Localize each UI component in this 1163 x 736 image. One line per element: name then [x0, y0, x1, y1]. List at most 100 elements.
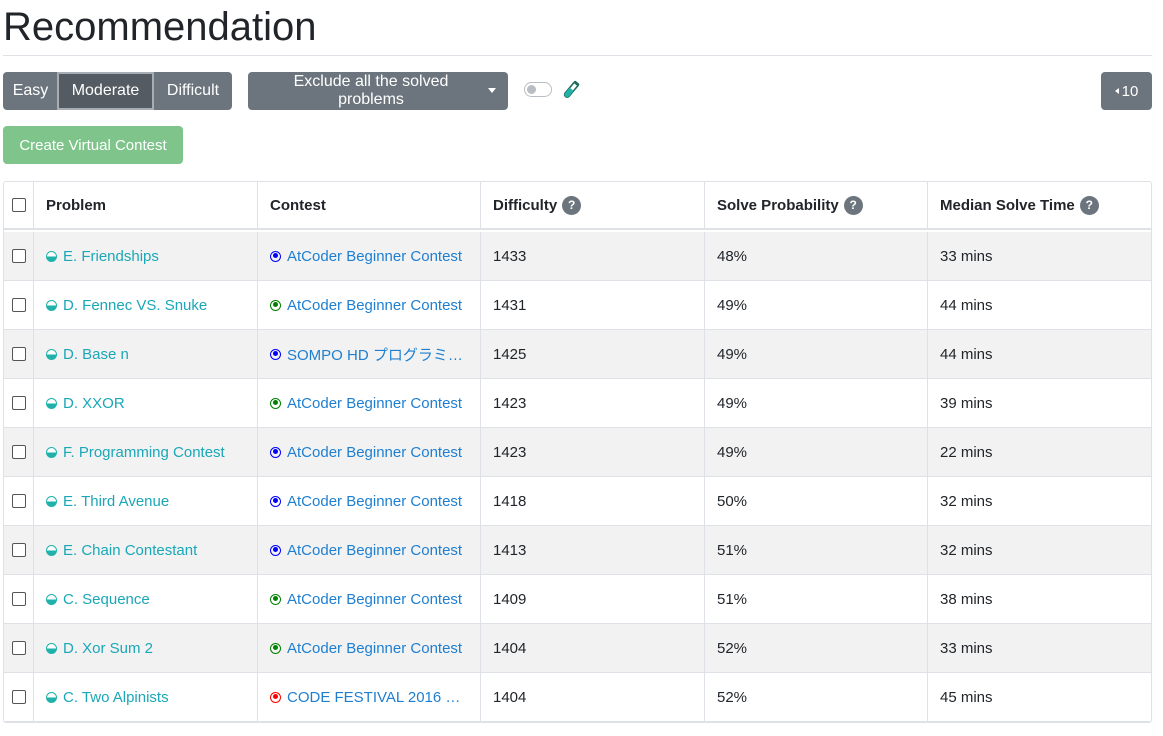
header-contest[interactable]: Contest [258, 182, 481, 228]
moderate-button[interactable]: Moderate [57, 72, 154, 110]
problem-cell: C. Sequence [34, 575, 258, 623]
median-solve-time-cell: 32 mins [940, 492, 993, 510]
contest-link[interactable]: AtCoder Beginner Contest [287, 492, 463, 510]
difficulty-cell: 1431 [481, 281, 705, 329]
row-checkbox[interactable] [11, 347, 26, 361]
contest-link[interactable]: AtCoder Beginner Contest [287, 443, 463, 461]
problem-cell: D. Xor Sum 2 [34, 624, 258, 672]
problem-link[interactable]: C. Sequence [63, 590, 150, 608]
row-select-cell [4, 428, 34, 476]
contest-cell: AtCoder Beginner Contest [258, 232, 481, 280]
flask-icon [563, 80, 580, 98]
median-solve-time-cell: 22 mins [940, 443, 993, 461]
contest-cell: SOMPO HD プログラミングコンテスト [258, 330, 481, 378]
header-median-solve-time[interactable]: Median Solve Time? [928, 182, 1151, 228]
problem-link[interactable]: F. Programming Contest [63, 443, 225, 461]
contest-link[interactable]: AtCoder Beginner Contest [287, 541, 463, 559]
problem-link[interactable]: D. XXOR [63, 394, 125, 412]
contest-link[interactable]: AtCoder Beginner Contest [287, 296, 463, 314]
contest-color-icon [270, 593, 281, 605]
row-checkbox[interactable] [11, 494, 26, 508]
difficulty-circle-icon [46, 593, 57, 605]
title-divider [3, 55, 1152, 56]
row-checkbox[interactable] [11, 690, 26, 704]
contest-color-icon [270, 642, 281, 654]
header-contest-label: Contest [270, 196, 326, 214]
problem-cell: E. Chain Contestant [34, 526, 258, 574]
header-problem-label: Problem [46, 196, 107, 214]
problem-link[interactable]: C. Two Alpinists [63, 688, 169, 706]
problem-link[interactable]: E. Third Avenue [63, 492, 170, 510]
contest-color-icon [270, 397, 281, 409]
row-checkbox[interactable] [11, 445, 26, 459]
problem-cell: D. Base n [34, 330, 258, 378]
header-problem[interactable]: Problem [34, 182, 258, 228]
contest-link[interactable]: SOMPO HD プログラミングコンテスト [287, 346, 463, 364]
row-select-cell [4, 477, 34, 525]
difficulty-circle-icon [46, 544, 57, 556]
solve-probability-cell: 49% [705, 281, 928, 329]
contest-cell: AtCoder Beginner Contest [258, 379, 481, 427]
row-checkbox[interactable] [11, 249, 26, 263]
median-solve-time-cell: 44 mins [940, 296, 993, 314]
easy-button[interactable]: Easy [3, 72, 58, 110]
problem-link[interactable]: D. Xor Sum 2 [63, 639, 154, 657]
problem-cell: E. Third Avenue [34, 477, 258, 525]
difficult-button[interactable]: Difficult [154, 72, 232, 110]
row-checkbox[interactable] [11, 641, 26, 655]
difficulty-cell: 1425 [481, 330, 705, 378]
problem-link[interactable]: D. Fennec VS. Snuke [63, 296, 208, 314]
header-median-solve-time-label: Median Solve Time [940, 196, 1075, 214]
solve-probability-cell: 49% [705, 379, 928, 427]
header-solve-probability[interactable]: Solve Probability? [705, 182, 928, 228]
row-select-cell [4, 232, 34, 280]
row-select-cell [4, 526, 34, 574]
header-solve-probability-label: Solve Probability [717, 196, 839, 214]
header-difficulty-label: Difficulty [493, 196, 558, 214]
contest-link[interactable]: AtCoder Beginner Contest [287, 639, 463, 657]
contest-link[interactable]: AtCoder Beginner Contest [287, 394, 463, 412]
create-virtual-contest-button[interactable]: Create Virtual Contest [3, 126, 183, 164]
help-icon[interactable]: ? [1079, 195, 1099, 215]
help-icon[interactable]: ? [562, 195, 582, 215]
row-select-cell [4, 281, 34, 329]
difficulty-cell: 1418 [481, 477, 705, 525]
experimental-toggle[interactable] [524, 82, 552, 97]
table-row: D. Fennec VS. Snuke AtCoder Beginner Cont… [4, 281, 1151, 330]
contest-link[interactable]: AtCoder Beginner Contest [287, 247, 463, 265]
contest-cell: CODE FESTIVAL 2016 qual [258, 673, 481, 721]
select-all-checkbox[interactable] [11, 198, 26, 212]
difficulty-cell: 1404 [481, 673, 705, 721]
contest-color-icon [270, 348, 281, 360]
contest-color-icon [270, 299, 281, 311]
solve-probability-cell: 49% [705, 428, 928, 476]
row-checkbox[interactable] [11, 396, 26, 410]
table-row: D. Xor Sum 2 AtCoder Beginner Contest 1404… [4, 624, 1151, 673]
difficulty-circle-icon [46, 299, 57, 311]
row-select-cell [4, 575, 34, 623]
help-icon[interactable]: ? [843, 195, 863, 215]
exclude-solved-dropdown[interactable]: Exclude all the solved problems [248, 72, 508, 110]
row-checkbox[interactable] [11, 298, 26, 312]
difficulty-cell: 1409 [481, 575, 705, 623]
problem-link[interactable]: E. Chain Contestant [63, 541, 198, 559]
median-solve-time-cell: 33 mins [940, 247, 993, 265]
problem-link[interactable]: D. Base n [63, 345, 129, 363]
contest-cell: AtCoder Beginner Contest [258, 428, 481, 476]
row-checkbox[interactable] [11, 592, 26, 606]
difficulty-circle-icon [46, 397, 57, 409]
row-checkbox[interactable] [11, 543, 26, 557]
contest-link[interactable]: AtCoder Beginner Contest [287, 590, 463, 608]
row-select-cell [4, 673, 34, 721]
difficulty-cell: 1433 [481, 232, 705, 280]
header-difficulty[interactable]: Difficulty? [481, 182, 705, 228]
difficulty-cell: 1423 [481, 379, 705, 427]
problem-link[interactable]: E. Friendships [63, 247, 159, 265]
contest-color-icon [270, 544, 281, 556]
page-size-dropdown[interactable]: 10 [1101, 72, 1152, 110]
solve-probability-cell: 52% [705, 624, 928, 672]
contest-cell: AtCoder Beginner Contest [258, 624, 481, 672]
difficulty-circle-icon [46, 348, 57, 360]
contest-link[interactable]: CODE FESTIVAL 2016 qual [287, 688, 463, 706]
